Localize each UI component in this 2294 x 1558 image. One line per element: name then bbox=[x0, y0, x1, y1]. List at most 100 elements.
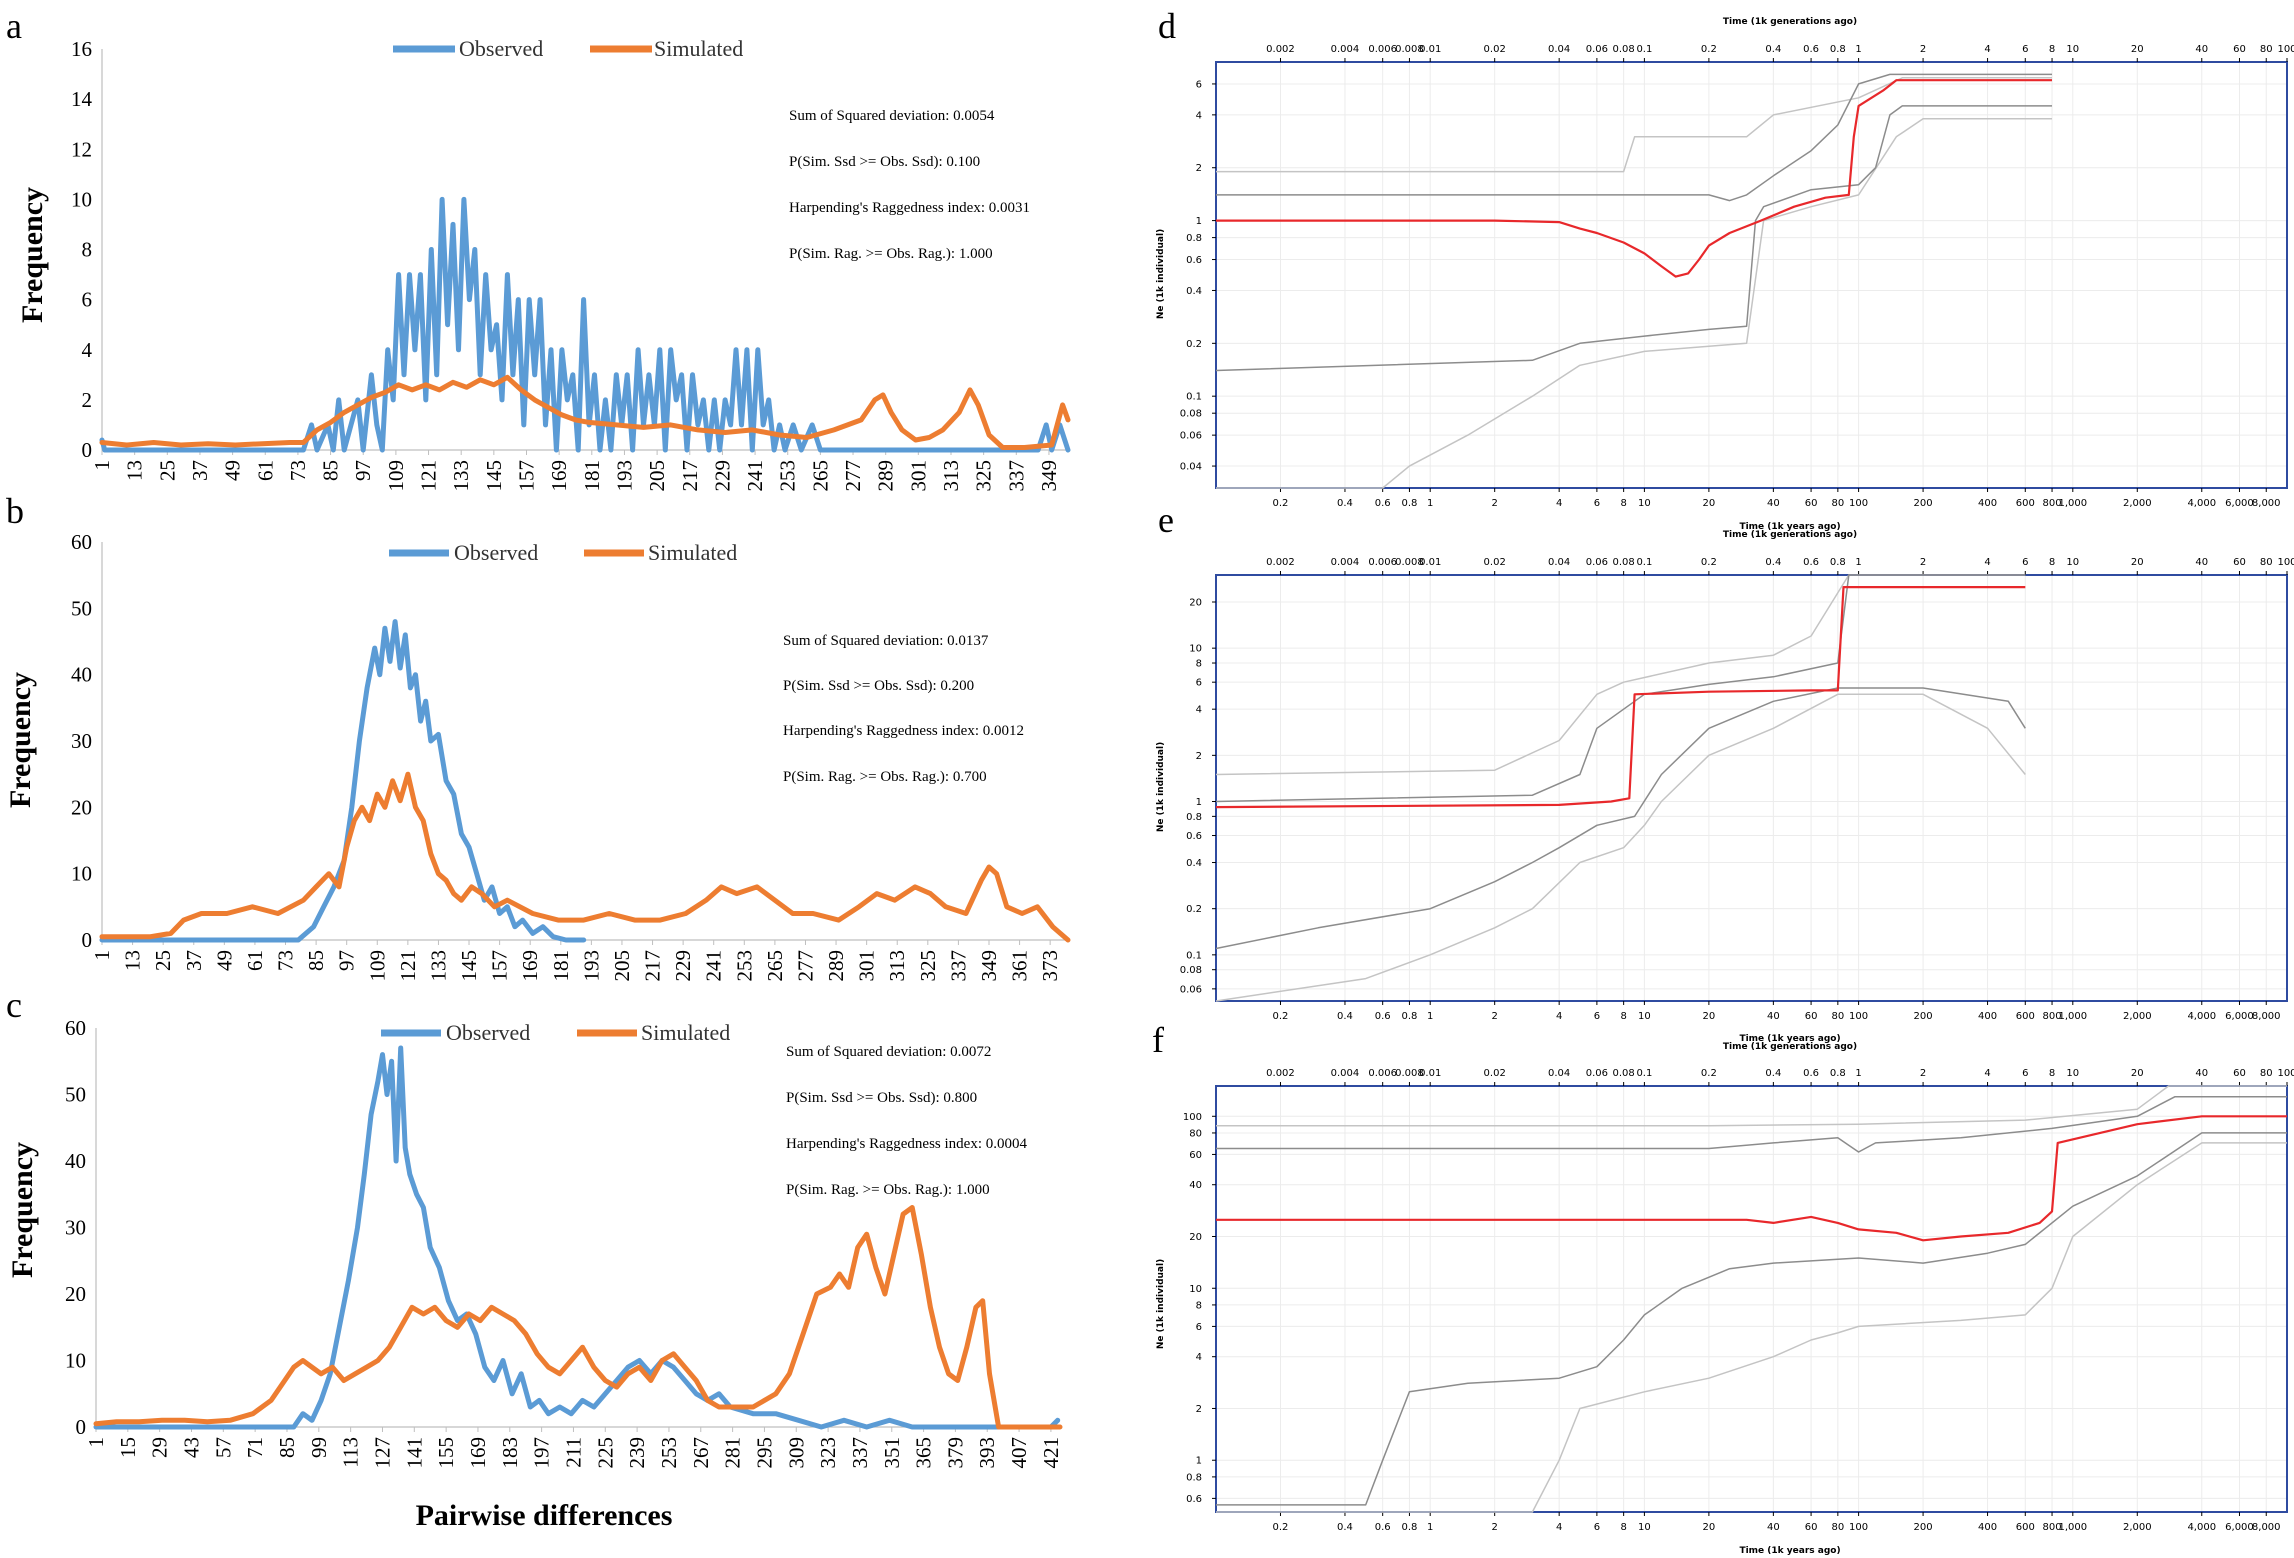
top-tick-label-d: 0.4 bbox=[1765, 44, 1781, 55]
top-tick-label-d: 0.008 bbox=[1395, 44, 1424, 55]
mismatch-chart-c: Observed Simulated Frequency Sum of Squa… bbox=[6, 1016, 1063, 1532]
x-tick-label-b: 157 bbox=[488, 950, 512, 982]
y-tick-label-b: 0 bbox=[82, 928, 93, 952]
plot-frame-f bbox=[1215, 1085, 2288, 1513]
y-tick-label-f: 8 bbox=[1196, 1300, 1202, 1311]
x-tick-label-f: 200 bbox=[1914, 1522, 1933, 1533]
x-tick-label-a: 109 bbox=[384, 460, 408, 492]
x-tick-label-d: 6 bbox=[1594, 498, 1600, 509]
x-tick-label-e: 100 bbox=[1849, 1011, 1868, 1022]
outer-upper-line-e bbox=[1215, 574, 2026, 776]
x-tick-label-c: 295 bbox=[752, 1437, 776, 1469]
top-tick-label-e: 0.01 bbox=[1419, 557, 1441, 568]
top-tick-label-d: 0.02 bbox=[1484, 44, 1506, 55]
y-tick-label-d: 0.2 bbox=[1186, 339, 1202, 350]
x-tick-label-c: 113 bbox=[339, 1437, 363, 1468]
y-tick-label-c: 60 bbox=[65, 1016, 86, 1040]
x-tick-label-a: 349 bbox=[1037, 460, 1061, 492]
top-tick-label-f: 60 bbox=[2233, 1068, 2246, 1079]
legend-b: Observed Simulated bbox=[389, 540, 737, 565]
x-tick-label-b: 301 bbox=[855, 950, 879, 982]
top-tick-label-d: 0.006 bbox=[1368, 44, 1397, 55]
x-tick-label-b: 265 bbox=[763, 950, 787, 982]
x-tick-label-a: 49 bbox=[221, 460, 245, 481]
top-tick-label-d: 8 bbox=[2049, 44, 2055, 55]
top-tick-label-f: 0.4 bbox=[1765, 1068, 1781, 1079]
x-tick-label-d: 2 bbox=[1491, 498, 1497, 509]
x-tick-label-c: 239 bbox=[625, 1437, 649, 1469]
y-tick-label-c: 30 bbox=[65, 1216, 86, 1240]
x-tick-label-d: 8 bbox=[1620, 498, 1626, 509]
x-tick-label-d: 80 bbox=[1831, 498, 1844, 509]
y-tick-label-b: 40 bbox=[71, 663, 92, 687]
panel-label-f: f bbox=[1152, 1020, 1164, 1060]
top-tick-label-f: 0.06 bbox=[1586, 1068, 1608, 1079]
x-tick-label-b: 73 bbox=[274, 950, 298, 971]
x-tick-label-d: 60 bbox=[1805, 498, 1818, 509]
top-tick-label-e: 0.004 bbox=[1331, 557, 1360, 568]
x-tick-label-b: 49 bbox=[212, 950, 236, 971]
x-tick-label-a: 205 bbox=[645, 460, 669, 492]
top-tick-label-f: 4 bbox=[1984, 1068, 1990, 1079]
x-tick-label-f: 40 bbox=[1767, 1522, 1780, 1533]
top-tick-label-f: 0.04 bbox=[1548, 1068, 1570, 1079]
x-tick-label-d: 8,000 bbox=[2252, 498, 2281, 509]
x-tick-label-a: 13 bbox=[123, 460, 147, 481]
top-tick-label-e: 2 bbox=[1920, 557, 1926, 568]
top-tick-label-e: 6 bbox=[2022, 557, 2028, 568]
y-tick-label-e: 0.8 bbox=[1186, 812, 1202, 823]
y-tick-label-d: 4 bbox=[1196, 110, 1202, 121]
x-tick-label-e: 600 bbox=[2016, 1011, 2035, 1022]
bottom-axis-title-d: Time (1k years ago) bbox=[1739, 522, 1840, 532]
x-tick-label-e: 2 bbox=[1491, 1011, 1497, 1022]
y-tick-label-d: 0.6 bbox=[1186, 255, 1202, 266]
top-tick-label-e: 0.008 bbox=[1395, 557, 1424, 568]
top-tick-label-d: 0.04 bbox=[1548, 44, 1570, 55]
top-tick-label-d: 0.6 bbox=[1803, 44, 1819, 55]
x-tick-label-f: 0.8 bbox=[1401, 1522, 1417, 1533]
top-tick-label-f: 10 bbox=[2066, 1068, 2079, 1079]
x-tick-label-b: 109 bbox=[365, 950, 389, 982]
y-tick-label-b: 30 bbox=[71, 729, 92, 753]
x-tick-label-c: 281 bbox=[721, 1437, 745, 1469]
y-tick-label-a: 8 bbox=[82, 238, 93, 262]
plot-frame-e bbox=[1215, 574, 2288, 1002]
legend-a: Observed Simulated bbox=[393, 36, 743, 61]
x-tick-label-d: 0.4 bbox=[1337, 498, 1353, 509]
x-tick-label-e: 6 bbox=[1594, 1011, 1600, 1022]
upper-95-line-f bbox=[1216, 1095, 2287, 1153]
x-tick-label-a: 265 bbox=[808, 460, 832, 492]
lower-95-line-d bbox=[1215, 105, 2052, 372]
top-tick-label-f: 6 bbox=[2022, 1068, 2028, 1079]
x-tick-label-a: 289 bbox=[874, 460, 898, 492]
x-tick-label-e: 10 bbox=[1638, 1011, 1651, 1022]
y-tick-label-f: 60 bbox=[1189, 1150, 1202, 1161]
observed-line-c bbox=[93, 1045, 1061, 1430]
y-tick-label-a: 12 bbox=[71, 137, 92, 161]
top-tick-label-e: 0.006 bbox=[1368, 557, 1397, 568]
x-axis-title-c: Pairwise differences bbox=[416, 1499, 673, 1532]
x-tick-label-b: 121 bbox=[396, 950, 420, 982]
y-tick-label-d: 0.04 bbox=[1180, 462, 1202, 473]
x-tick-label-e: 0.4 bbox=[1337, 1011, 1353, 1022]
x-tick-label-c: 393 bbox=[975, 1437, 999, 1469]
x-tick-label-f: 4 bbox=[1556, 1522, 1562, 1533]
x-tick-label-c: 267 bbox=[689, 1437, 713, 1469]
mismatch-chart-a: Observed Simulated Frequency Sum of Squa… bbox=[16, 36, 1071, 492]
legend-simulated-a: Simulated bbox=[654, 36, 743, 61]
stat-ssd-c: Sum of Squared deviation: 0.0072 bbox=[786, 1044, 991, 1060]
outer-lower-line-e bbox=[1215, 693, 2026, 1002]
x-tick-label-f: 4,000 bbox=[2187, 1522, 2216, 1533]
x-tick-label-d: 0.8 bbox=[1401, 498, 1417, 509]
x-tick-label-c: 71 bbox=[243, 1437, 267, 1458]
y-tick-label-e: 20 bbox=[1189, 598, 1202, 609]
top-tick-label-e: 0.8 bbox=[1830, 557, 1846, 568]
x-tick-label-f: 100 bbox=[1849, 1522, 1868, 1533]
x-tick-label-e: 0.2 bbox=[1273, 1011, 1289, 1022]
x-tick-label-a: 313 bbox=[939, 460, 963, 492]
top-tick-label-d: 40 bbox=[2195, 44, 2208, 55]
y-tick-label-f: 20 bbox=[1189, 1232, 1202, 1243]
x-tick-label-f: 8 bbox=[1620, 1522, 1626, 1533]
x-tick-label-a: 337 bbox=[1004, 460, 1028, 492]
x-tick-label-b: 133 bbox=[426, 950, 450, 982]
